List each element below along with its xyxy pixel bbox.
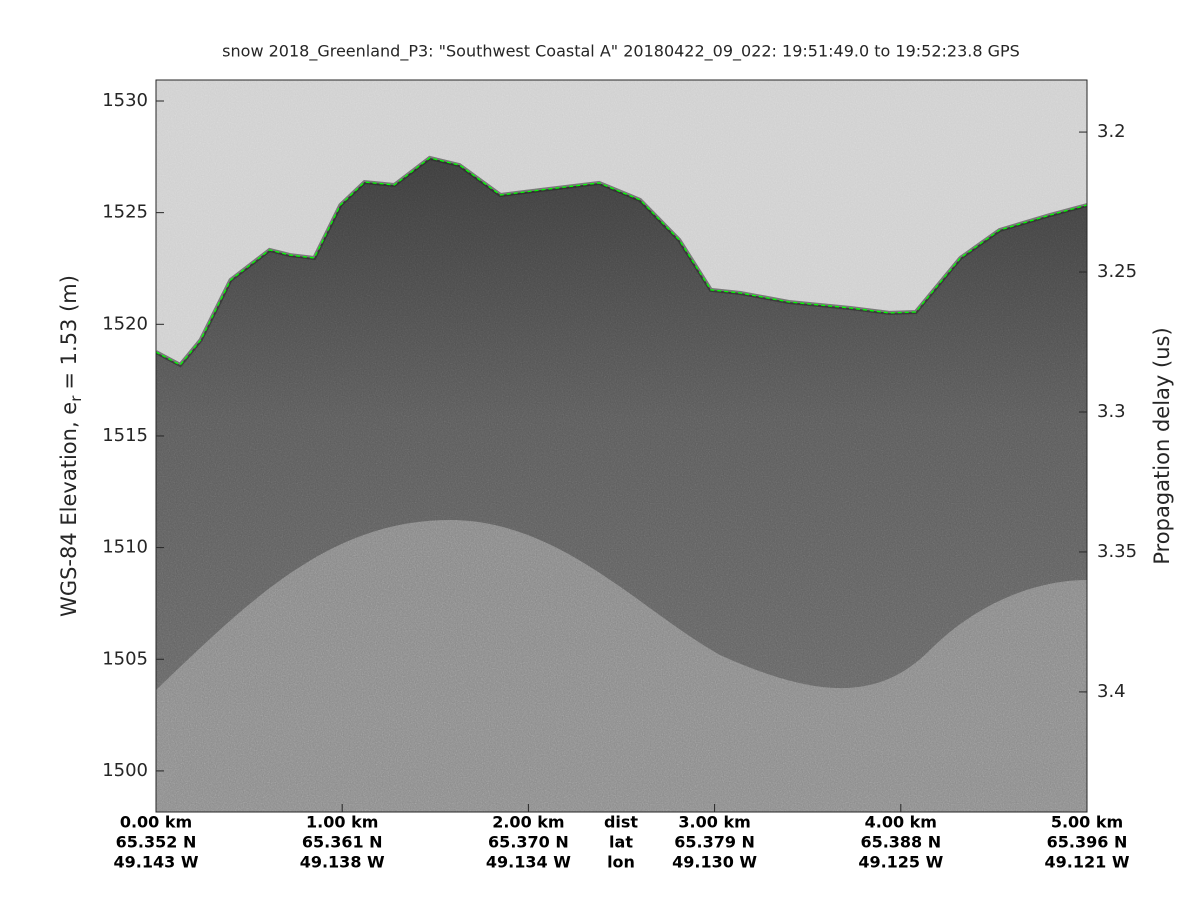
x-tick-lat: 65.370 N <box>488 833 569 852</box>
x-tick-label: 2.00 km <box>492 813 564 832</box>
x-tick-label: 0.00 km <box>120 813 192 832</box>
chart-title: snow 2018_Greenland_P3: "Southwest Coast… <box>222 42 1020 62</box>
x-tick-label: 4.00 km <box>865 813 937 832</box>
y-tick-label: 1530 <box>102 90 148 111</box>
x-row-name: lon <box>607 853 635 872</box>
echogram-noise <box>156 80 1087 812</box>
x-tick-label: 1.00 km <box>306 813 378 832</box>
echogram <box>156 80 1087 812</box>
y2-tick-label: 3.35 <box>1097 541 1137 562</box>
x-row-name: dist <box>604 813 638 832</box>
y-tick-label: 1510 <box>102 537 148 558</box>
x-tick-lon: 49.134 W <box>486 853 571 872</box>
x-row-name: lat <box>609 833 633 852</box>
y-tick-label: 1505 <box>102 648 148 669</box>
x-tick-lat: 65.396 N <box>1047 833 1128 852</box>
x-tick-label: 3.00 km <box>678 813 750 832</box>
y-label-part: WGS-84 Elevation, e <box>57 402 81 617</box>
y-axis-label: WGS-84 Elevation, er = 1.53 (m) <box>57 275 85 617</box>
x-tick-lat: 65.361 N <box>302 833 383 852</box>
y2-axis-label: Propagation delay (us) <box>1150 327 1174 564</box>
y2-tick-label: 3.2 <box>1097 121 1126 142</box>
surface-line <box>156 157 1087 366</box>
plot-frame <box>155 79 1088 813</box>
y2-tick-label: 3.4 <box>1097 681 1126 702</box>
x-tick-lon: 49.138 W <box>300 853 385 872</box>
y-tick-label: 1525 <box>102 202 148 223</box>
x-tick-lon: 49.143 W <box>114 853 199 872</box>
y-tick-label: 1520 <box>102 313 148 334</box>
x-tick-lat: 65.388 N <box>860 833 941 852</box>
y2-tick-label: 3.25 <box>1097 261 1137 282</box>
x-tick-lon: 49.121 W <box>1045 853 1130 872</box>
y-tick-label: 1515 <box>102 425 148 446</box>
y-label-subscript: r <box>67 395 85 402</box>
x-tick-lat: 65.379 N <box>674 833 755 852</box>
x-tick-lon: 49.130 W <box>672 853 757 872</box>
y-label-part: = 1.53 (m) <box>57 275 81 390</box>
y2-tick-label: 3.3 <box>1097 401 1126 422</box>
y-tick-label: 1500 <box>102 760 148 781</box>
x-tick-lat: 65.352 N <box>116 833 197 852</box>
x-tick-label: 5.00 km <box>1051 813 1123 832</box>
x-tick-lon: 49.125 W <box>858 853 943 872</box>
